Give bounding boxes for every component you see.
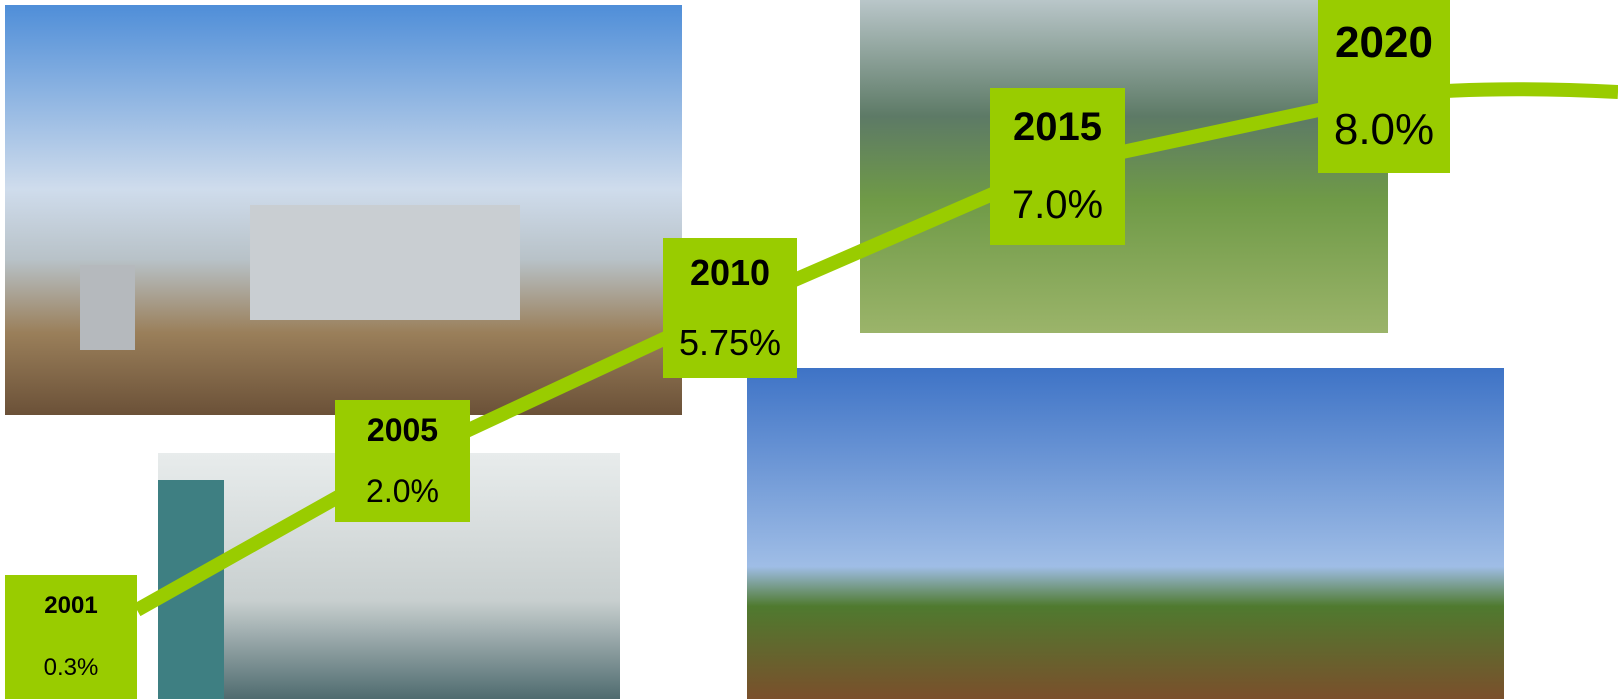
share: 5.75% [663,322,797,364]
milestone: 2010 5.75% [663,238,797,378]
year: 2001 [5,592,137,620]
year: 2010 [663,252,797,294]
photo-landscape [747,368,1504,699]
share: 2.0% [335,473,470,510]
plant-tank [80,265,135,350]
milestone: 2020 8.0% [1318,0,1450,173]
share: 0.3% [5,654,137,682]
milestone: 2001 0.3% [5,575,137,699]
year: 2005 [335,412,470,449]
slide: 2001 0.3% 2005 2.0% 2010 5.75% 2015 7.0%… [0,0,1618,699]
share: 8.0% [1318,105,1450,155]
share: 7.0% [990,183,1125,228]
year: 2015 [990,105,1125,150]
year: 2020 [1318,18,1450,68]
plant-buildings [250,205,520,320]
milestone: 2015 7.0% [990,88,1125,245]
milestone: 2005 2.0% [335,400,470,522]
